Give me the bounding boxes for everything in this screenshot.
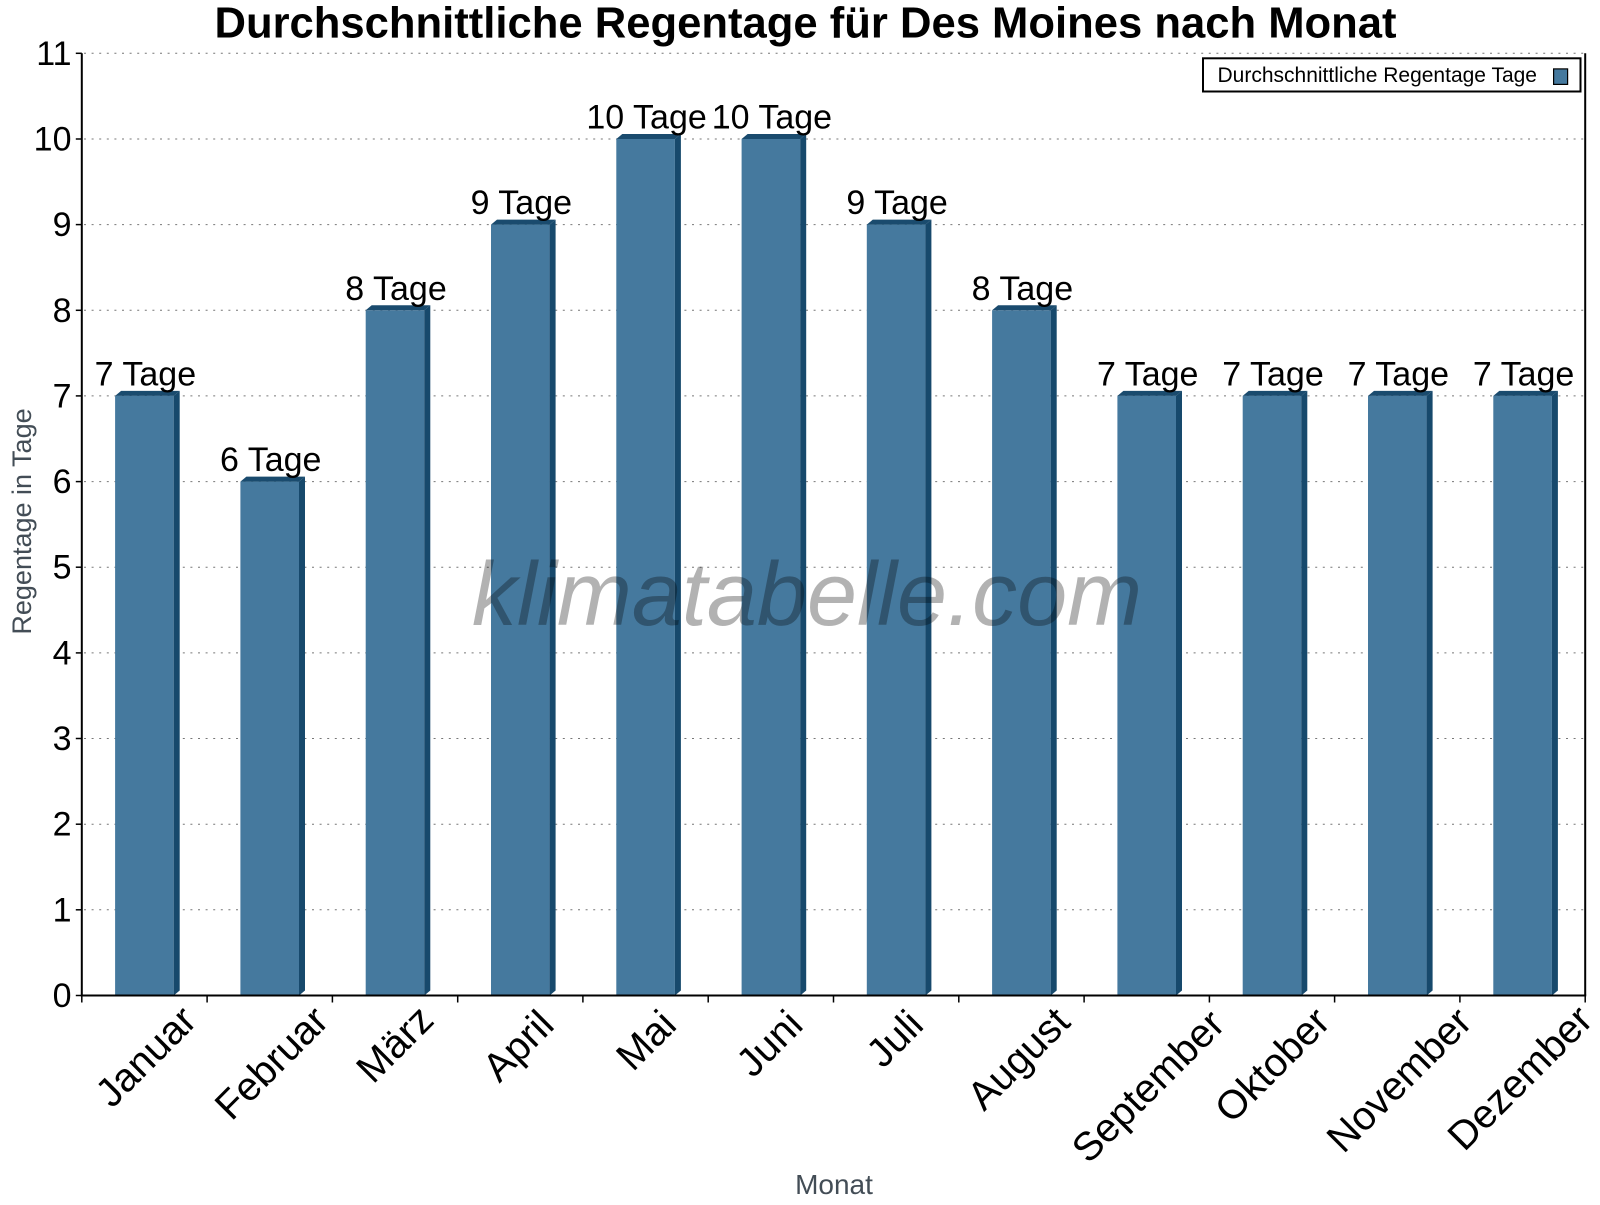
svg-text:Durchschnittliche Regentage fü: Durchschnittliche Regentage für Des Moin… xyxy=(214,0,1396,48)
svg-text:4: 4 xyxy=(53,634,72,672)
svg-text:5: 5 xyxy=(53,549,72,587)
svg-text:7: 7 xyxy=(53,377,72,415)
svg-text:Regentage in Tage: Regentage in Tage xyxy=(7,408,37,634)
svg-text:1: 1 xyxy=(53,891,72,929)
svg-text:7 Tage: 7 Tage xyxy=(1473,355,1574,393)
svg-text:7 Tage: 7 Tage xyxy=(95,355,196,393)
svg-text:7 Tage: 7 Tage xyxy=(1097,355,1198,393)
svg-text:11: 11 xyxy=(36,35,71,73)
svg-text:7 Tage: 7 Tage xyxy=(1222,355,1323,393)
svg-text:2: 2 xyxy=(53,806,72,844)
svg-text:9 Tage: 9 Tage xyxy=(846,184,947,222)
svg-text:6 Tage: 6 Tage xyxy=(220,441,321,479)
svg-text:6: 6 xyxy=(53,463,72,501)
svg-text:8 Tage: 8 Tage xyxy=(345,270,446,308)
svg-text:8: 8 xyxy=(53,292,72,330)
svg-text:Durchschnittliche Regentage Ta: Durchschnittliche Regentage Tage xyxy=(1218,64,1537,87)
svg-text:9 Tage: 9 Tage xyxy=(471,184,572,222)
svg-text:Monat: Monat xyxy=(795,1169,873,1200)
svg-text:klimatabelle.com: klimatabelle.com xyxy=(472,545,1142,645)
svg-text:10: 10 xyxy=(34,121,72,159)
svg-text:3: 3 xyxy=(53,720,72,758)
svg-text:10 Tage: 10 Tage xyxy=(586,99,706,137)
svg-text:7 Tage: 7 Tage xyxy=(1348,355,1449,393)
svg-text:8 Tage: 8 Tage xyxy=(972,270,1073,308)
svg-text:9: 9 xyxy=(53,206,72,244)
svg-text:0: 0 xyxy=(53,977,72,1015)
svg-text:10 Tage: 10 Tage xyxy=(712,99,832,137)
